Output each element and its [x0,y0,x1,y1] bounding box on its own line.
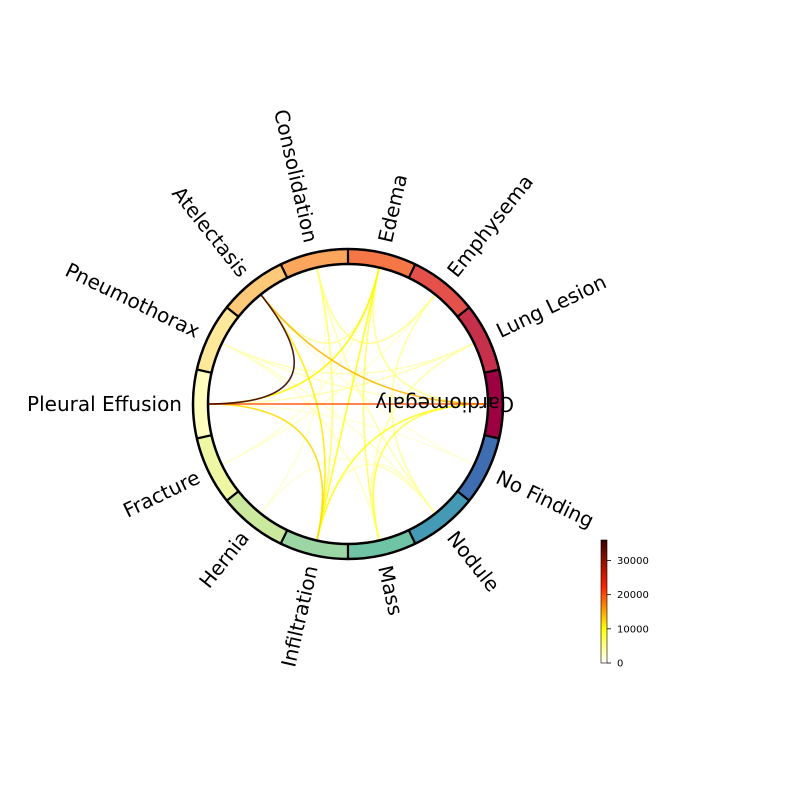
colorbar-tick-label: 10000 [617,624,649,635]
node-label-lung-lesion: Lung Lesion [492,269,610,342]
link-hernia-consolidation [260,267,326,514]
node-label-infiltration: Infiltration [276,563,322,669]
ring-segment [457,435,500,501]
ring-segment [196,435,239,501]
node-label-nodule: Nodule [442,526,505,596]
ring-segment [348,249,416,278]
colorbar-tick-label: 30000 [617,556,649,567]
link-pneumothorax-mass [221,342,380,541]
ring-border [206,262,490,546]
ring-separator [226,306,240,318]
colorbar: 0 10000 20000 30000 [600,539,649,670]
ring-segment [196,307,239,373]
link-lung-lesion-pneumothorax [221,342,475,375]
link-lung-lesion-pleural-effusion [207,342,475,405]
link-consolidation-nodule [316,267,436,514]
link-no-finding-atelectasis [260,294,475,466]
link-pleural-effusion-infiltration [207,403,324,541]
ring-segment [408,264,470,317]
ring-separator [484,434,500,440]
ring-segment [193,369,212,439]
node-label-cardiomegaly: Cardiomegaly [375,392,514,416]
node-label-mass: Mass [373,563,408,617]
ring-separator [279,529,289,545]
ring-separator [226,490,240,502]
node-label-atelectasis: Atelectasis [167,182,254,282]
ring-separator [196,368,212,374]
node-label-no-finding: No Finding [492,465,597,532]
colorbar-ticks: 0 10000 20000 30000 [607,556,649,670]
ring-separator [279,263,289,279]
ring-segment [226,264,288,317]
colorbar-scale [600,539,608,664]
node-label-fracture: Fracture [119,465,203,522]
ring-segment [348,530,416,559]
ring-segment [280,249,348,278]
link-atelectasis-cardiomegaly [260,294,489,405]
links-layer [207,267,489,541]
node-label-edema: Edema [373,172,412,245]
ring-separator [484,368,500,374]
link-fracture-emphysema [221,294,436,466]
link-pleural-effusion-atelectasis [207,294,296,405]
ring-border [191,247,505,561]
node-label-emphysema: Emphysema [442,170,538,282]
node-label-pneumothorax: Pneumothorax [62,258,204,343]
colorbar-tick-label: 0 [617,659,623,670]
link-cardiomegaly-infiltration [316,403,489,541]
node-label-hernia: Hernia [194,526,254,592]
ring-separator [407,263,417,279]
ring-separator [456,306,470,318]
ring-segment [226,491,288,544]
ring-segment [457,307,500,373]
ring-separator [407,529,417,545]
node-label-consolidation: Consolidation [269,107,323,245]
node-label-pleural-effusion: Pleural Effusion [27,392,182,416]
node-ring [191,247,505,561]
ring-segment [280,530,348,559]
colorbar-tick-label: 20000 [617,590,649,601]
ring-segment [484,369,503,439]
ring-separator [196,434,212,440]
ring-segment [408,491,470,544]
ring-separator [456,490,470,502]
